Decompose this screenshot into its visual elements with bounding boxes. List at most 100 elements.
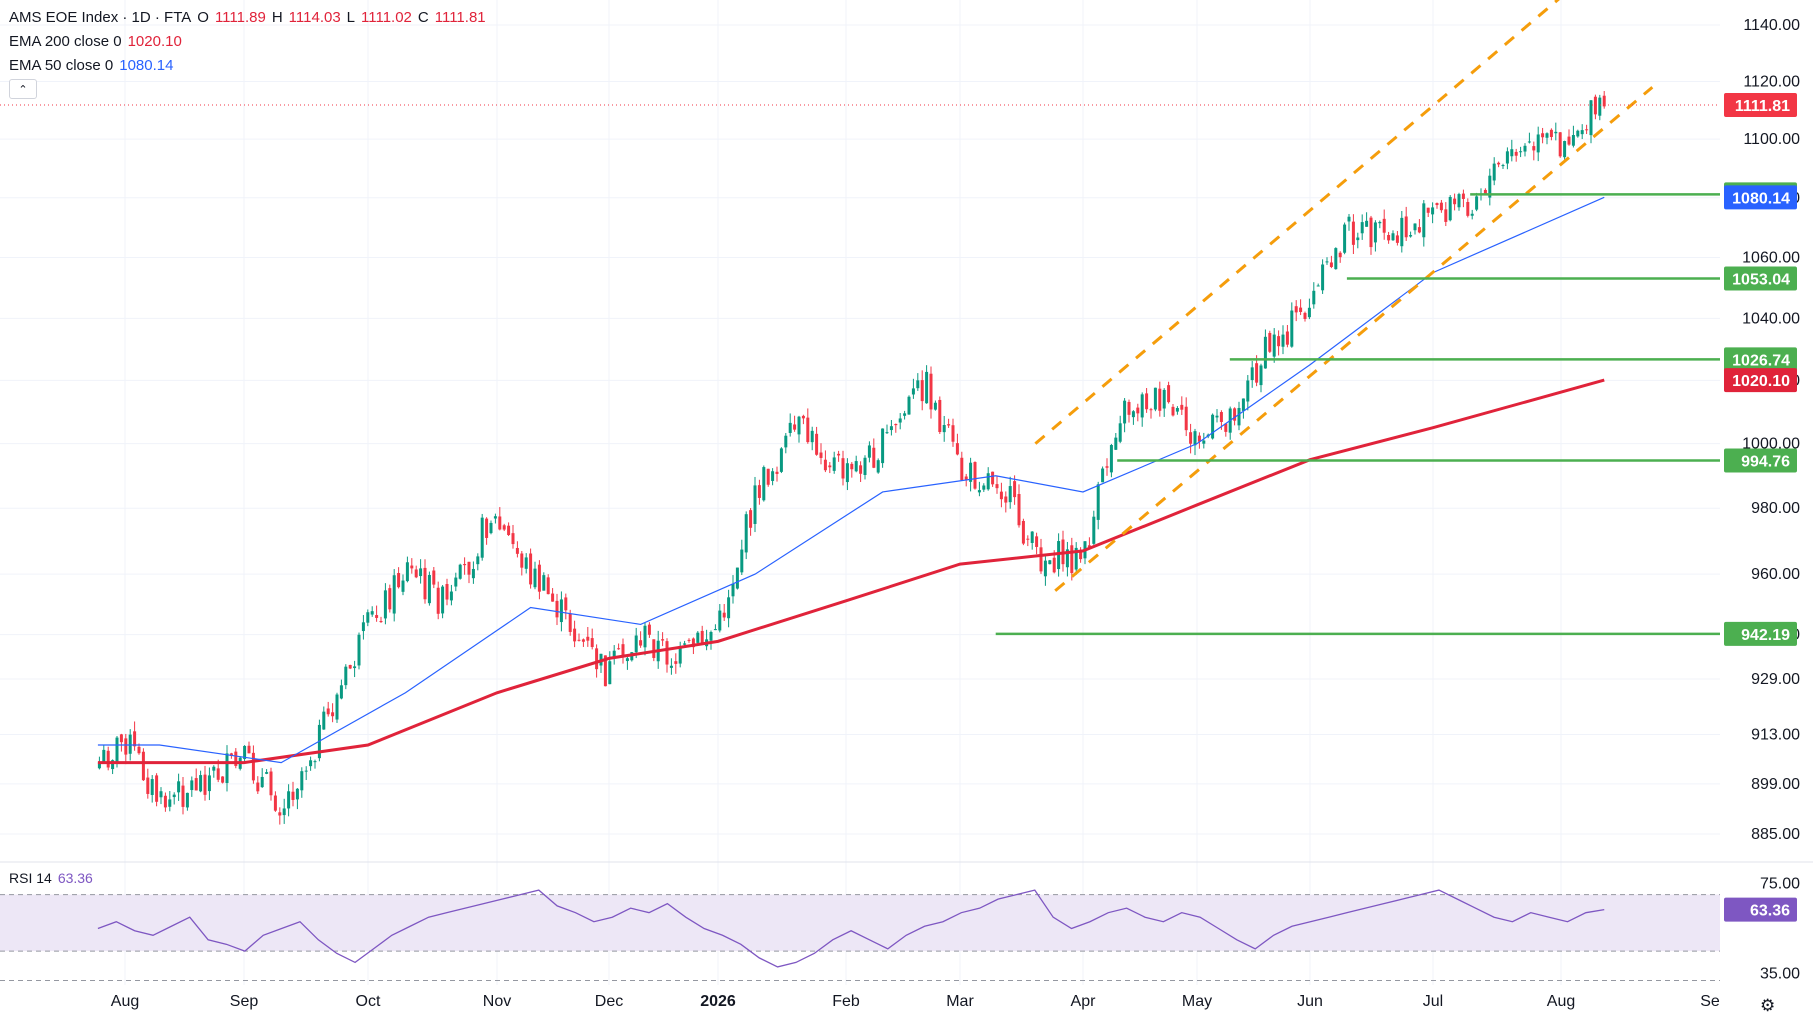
candle-up <box>524 557 528 569</box>
candle-up <box>718 610 722 631</box>
gear-icon[interactable]: ⚙ <box>1760 996 1776 1015</box>
candle-up <box>1519 151 1523 153</box>
candle-up <box>625 658 629 662</box>
candle-down <box>1369 217 1373 248</box>
symbol-title[interactable]: AMS EOE Index · 1D · FTA <box>9 9 192 26</box>
candle-down <box>995 484 999 489</box>
candle-up <box>243 745 247 759</box>
rsi-tick-label: 75.00 <box>1760 875 1800 892</box>
candle-up <box>1523 145 1527 152</box>
candle-down <box>485 518 489 538</box>
candle-up <box>559 599 563 623</box>
x-tick-label: Aug <box>111 993 139 1010</box>
candle-down <box>590 638 594 648</box>
ema50-line <box>97 196 1605 764</box>
candle-up <box>696 632 700 643</box>
candle-down <box>1035 536 1039 547</box>
candle-down <box>106 750 110 768</box>
candle-up <box>1008 486 1012 503</box>
candle-up <box>845 463 849 483</box>
candle-up <box>401 580 405 592</box>
x-tick-label: Jun <box>1297 993 1323 1010</box>
candle-up <box>190 780 194 791</box>
candle-down <box>234 751 238 766</box>
candle-up <box>1488 175 1492 198</box>
candle-up <box>1290 310 1294 347</box>
price-label-support: 1053.04 <box>1732 272 1790 289</box>
price-label-box <box>1724 347 1797 372</box>
candle-up <box>753 485 757 524</box>
rsi-value-box <box>1724 897 1797 922</box>
candle-up <box>1347 216 1351 222</box>
candle-up <box>1356 237 1360 241</box>
candle-up <box>1074 547 1078 570</box>
candle-up <box>1365 220 1369 227</box>
price-label-last: 1111.81 <box>1735 98 1790 115</box>
candle-up <box>1457 194 1461 208</box>
candle-down <box>1158 388 1162 411</box>
candle-up <box>1422 203 1426 238</box>
candle-down <box>691 638 695 648</box>
candle-up <box>1246 380 1250 402</box>
candle-down <box>1184 406 1188 431</box>
candle-up <box>168 799 172 807</box>
candle-up <box>344 666 348 686</box>
ohlc-low-label: L <box>346 9 356 26</box>
candle-up <box>357 634 361 666</box>
candle-up <box>797 416 801 435</box>
candle-down <box>872 447 876 468</box>
candle-up <box>366 612 370 623</box>
candle-up <box>876 460 880 473</box>
candle-up <box>885 432 889 434</box>
price-label-box <box>1724 185 1797 210</box>
y-tick-label: 1120.00 <box>1743 74 1800 91</box>
candle-up <box>159 791 163 798</box>
candle-up <box>335 694 339 720</box>
candle-down <box>647 624 651 635</box>
candle-up <box>1096 484 1100 520</box>
candle-up <box>287 791 291 809</box>
collapse-legend-button[interactable]: ⌃ <box>9 79 37 99</box>
x-tick-label: Mar <box>946 993 974 1010</box>
candle-down <box>1435 203 1439 206</box>
candle-down <box>955 443 959 455</box>
candle-down <box>1532 146 1536 151</box>
candle-up <box>265 772 269 774</box>
candle-up <box>969 462 973 482</box>
ema50-legend[interactable]: EMA 50 close 0 1080.14 <box>9 54 486 78</box>
x-tick-label: May <box>1182 993 1212 1010</box>
candle-up <box>185 792 189 808</box>
candle-down <box>1219 412 1223 422</box>
candle-up <box>1536 134 1540 153</box>
candle-up <box>493 516 497 519</box>
x-tick-label: Apr <box>1071 993 1097 1010</box>
candle-up <box>1272 334 1276 357</box>
candle-down <box>1145 393 1149 410</box>
ema50-label: EMA 50 close 0 <box>9 57 114 74</box>
candle-down <box>1197 435 1201 442</box>
candle-up <box>199 775 203 792</box>
candle-up <box>669 665 673 668</box>
candle-down <box>1224 423 1228 432</box>
ema200-legend[interactable]: EMA 200 close 0 1020.10 <box>9 30 486 54</box>
candle-down <box>1013 481 1017 498</box>
candle-up <box>1501 165 1505 167</box>
candle-down <box>1382 218 1386 233</box>
candle-up <box>300 771 304 791</box>
candle-up <box>1409 235 1413 237</box>
candle-down <box>423 567 427 600</box>
ema200-value: 1020.10 <box>127 33 182 50</box>
rsi-legend[interactable]: RSI 14 63.36 <box>9 870 93 886</box>
candle-up <box>441 586 445 614</box>
candle-down <box>850 463 854 470</box>
candle-down <box>1541 133 1545 138</box>
candle-down <box>1426 207 1430 213</box>
candle-up <box>353 666 357 669</box>
candle-down <box>1149 409 1153 411</box>
candle-up <box>735 567 739 589</box>
candle-up <box>740 549 744 573</box>
candle-up <box>111 760 115 770</box>
candle-up <box>419 568 423 577</box>
candle-up <box>309 760 313 767</box>
